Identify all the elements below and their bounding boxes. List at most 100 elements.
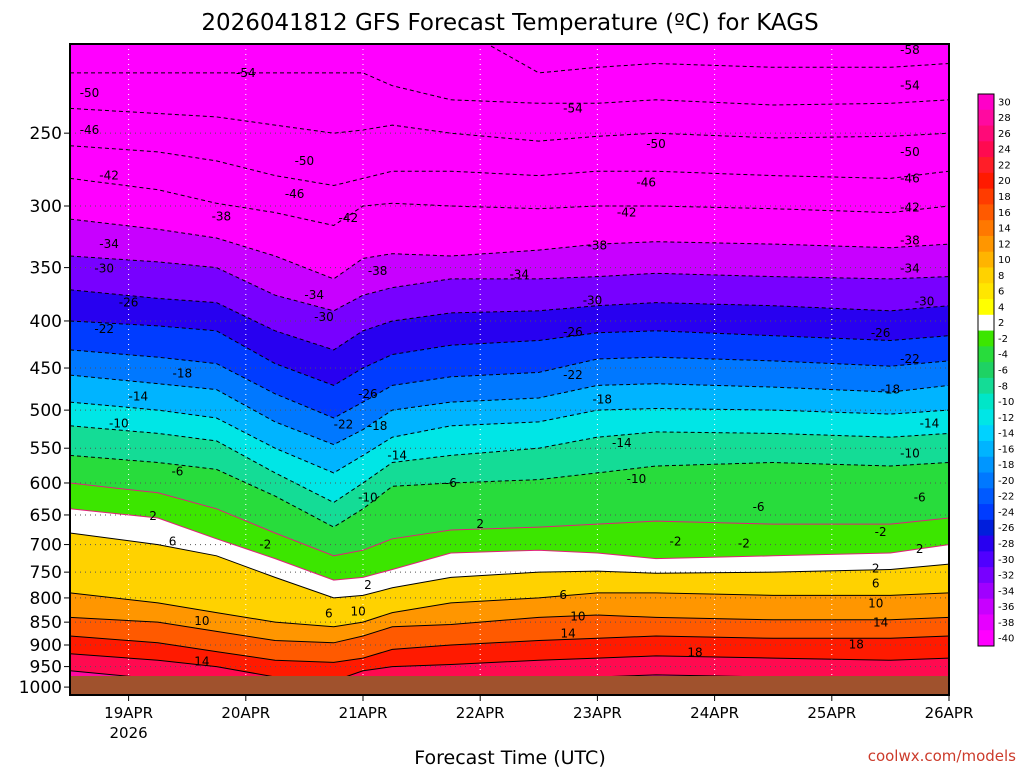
contour-label: -18	[173, 366, 193, 380]
colorbar-swatch	[978, 393, 994, 410]
contour-label: -46	[636, 176, 656, 190]
contour-label: -6	[753, 500, 765, 514]
colorbar-label: 20	[998, 176, 1011, 187]
x-tick-label: 22APR	[456, 704, 505, 722]
colorbar-label: -36	[998, 602, 1014, 613]
contour-label: -50	[295, 154, 315, 168]
colorbar-swatch	[978, 425, 994, 442]
contour-label: -42	[339, 211, 359, 225]
contour-label: 6	[559, 588, 567, 602]
ground-surface	[70, 676, 949, 695]
colorbar-swatch	[978, 251, 994, 268]
contour-label: -54	[563, 101, 583, 115]
colorbar-swatch	[978, 299, 994, 316]
contour-line	[70, 72, 949, 106]
contour-labels: -58-58-54-54-54-50-50-50-50-46-46-46 -46-…	[80, 44, 940, 669]
x-axis: 19APR 2026 20APR 21APR 22APR 23APR 24APR 25APR 2…	[104, 695, 973, 742]
contour-label: -34	[900, 262, 920, 276]
contour-line	[70, 592, 949, 628]
contour-label: -10	[627, 472, 647, 486]
y-tick-label: 650	[30, 506, 62, 526]
plot-area: -58-58-54-54-54-50-50-50-50-46-46-46 -46-…	[70, 44, 949, 695]
colorbar-swatch	[978, 504, 994, 521]
contour-line	[70, 218, 949, 280]
contour-label: -2	[875, 525, 887, 539]
contour-line	[70, 349, 949, 419]
colorbar-label: -30	[998, 555, 1014, 566]
colorbar-label: -14	[998, 429, 1014, 440]
contour-label: -26	[871, 326, 891, 340]
contour-label: 6	[872, 577, 880, 591]
colorbar-label: -26	[998, 523, 1014, 534]
y-tick-label: 400	[30, 312, 62, 332]
colorbar-swatch	[978, 330, 994, 347]
x-tick-label: 24APR	[690, 704, 739, 722]
colorbar-label: 12	[998, 239, 1011, 250]
contour-line	[70, 653, 949, 682]
colorbar-label: 22	[998, 160, 1011, 171]
colorbar-label: -32	[998, 571, 1014, 582]
colorbar-swatch	[978, 204, 994, 221]
colorbar-swatch	[978, 283, 994, 300]
contour-label: 2	[476, 517, 484, 531]
credit-link[interactable]: coolwx.com/models	[868, 747, 1016, 765]
colorbar-swatch	[978, 535, 994, 552]
contour-label: 14	[194, 655, 209, 669]
contour-label: -14	[129, 389, 149, 403]
contour-label: 14	[560, 626, 575, 640]
colorbar-swatch	[978, 172, 994, 190]
contour-label: -38	[212, 210, 232, 224]
contour-line	[70, 635, 949, 663]
contour-line	[70, 320, 949, 386]
contour-label: -22	[900, 352, 920, 366]
colorbar-label: -22	[998, 492, 1014, 503]
colorbar-label: -10	[998, 397, 1014, 408]
colorbar-swatch	[978, 456, 994, 474]
colorbar-label: 6	[998, 287, 1004, 298]
contour-label: -18	[592, 393, 612, 407]
contour-label: -42	[617, 206, 637, 220]
contour-label: 2	[149, 509, 157, 523]
colorbar-label: 24	[998, 145, 1011, 156]
contour-label: -6	[171, 464, 183, 478]
colorbar-label: -34	[998, 586, 1014, 597]
colorbar-swatch	[978, 551, 994, 568]
y-tick-label: 750	[30, 563, 62, 583]
colorbar-label: 8	[998, 271, 1004, 282]
colorbar-label: -6	[998, 366, 1008, 377]
colorbar-swatch	[978, 346, 994, 363]
contour-label: -26	[119, 296, 139, 310]
y-tick-label: 450	[30, 359, 62, 379]
x-axis-label: Forecast Time (UTC)	[414, 747, 605, 768]
contour-label: -46	[285, 187, 305, 201]
contour-label: -50	[646, 137, 666, 151]
contour-lines	[70, 44, 949, 694]
y-tick-label: 350	[30, 259, 62, 279]
contour-label: 18	[687, 645, 702, 659]
x-tick-label: 20APR	[221, 704, 270, 722]
colorbar-label: 2	[998, 318, 1004, 329]
plot-frame	[69, 43, 950, 696]
contour-line	[70, 145, 949, 187]
colorbar-label: -2	[998, 334, 1008, 345]
colorbar-swatch	[978, 220, 994, 237]
colorbar: 30 28 26 24 22 20 18 16 14 12 10 8 6 4 2 -2 -4 -6 -8 -10 -12…	[977, 93, 1014, 647]
colorbar-swatch	[978, 235, 994, 253]
colorbar-label: -8	[998, 381, 1008, 392]
contour-label: -26	[358, 387, 378, 401]
y-tick-label: 800	[30, 589, 62, 609]
contour-label: -30	[314, 310, 334, 324]
contour-label: -6	[445, 476, 457, 490]
contour-label: -2	[738, 536, 750, 550]
contour-label: 6	[169, 535, 177, 549]
contour-label: -22	[94, 322, 114, 336]
contour-line	[70, 508, 949, 581]
contour-label: -30	[583, 293, 603, 307]
colorbar-label: -40	[998, 634, 1014, 645]
contour-label: -22	[563, 368, 583, 382]
colorbar-swatch	[978, 267, 994, 284]
grid-lines	[70, 44, 949, 695]
colorbar-label: -18	[998, 460, 1014, 471]
colorbar-label: -4	[998, 350, 1008, 361]
